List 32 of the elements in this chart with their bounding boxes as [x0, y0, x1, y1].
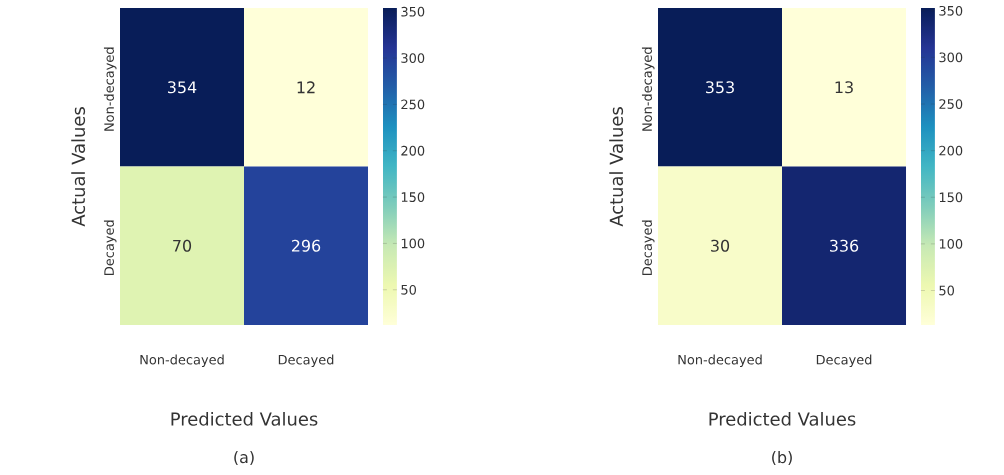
- color-bar-label: 250: [401, 99, 425, 110]
- color-bar-label: 350: [401, 6, 425, 17]
- x-axis-title: Predicted Values: [709, 411, 856, 426]
- x-axis-title: Predicted Values: [171, 411, 318, 426]
- color-bar-label: 200: [401, 145, 425, 156]
- x-tick-label: Non-decayed: [140, 354, 224, 368]
- color-bar-label: 50: [401, 284, 417, 295]
- x-tick-label: Decayed: [278, 354, 334, 368]
- color-bar-label: 50: [939, 285, 955, 296]
- color-bar-label: 250: [939, 99, 963, 109]
- text: (a): [234, 450, 254, 466]
- color-bar-label: 200: [939, 145, 963, 156]
- color-bar-label: 350: [939, 5, 963, 16]
- data-label: 13: [835, 81, 853, 94]
- y-axis-title: Actual Values: [609, 107, 624, 227]
- color-bar-label: 100: [939, 238, 963, 249]
- color-bar-label: 150: [401, 192, 425, 202]
- data-label: 70: [173, 239, 192, 252]
- y-axis-title: Actual Values: [71, 107, 86, 227]
- color-bar-label: 300: [401, 53, 425, 63]
- x-tick-label: Non-decayed: [678, 354, 762, 368]
- data-label: 30: [711, 239, 730, 252]
- data-label: 336: [830, 239, 859, 252]
- data-label: 354: [168, 81, 197, 94]
- color-bar-label: 100: [401, 238, 425, 249]
- data-label: 353: [706, 81, 734, 94]
- data-label: 296: [291, 239, 321, 252]
- text: (b): [772, 450, 792, 466]
- color-bar-label: 150: [939, 192, 963, 203]
- data-label: 12: [297, 81, 315, 94]
- color-bar-label: 300: [939, 52, 963, 63]
- x-tick-label: Decayed: [816, 354, 872, 368]
